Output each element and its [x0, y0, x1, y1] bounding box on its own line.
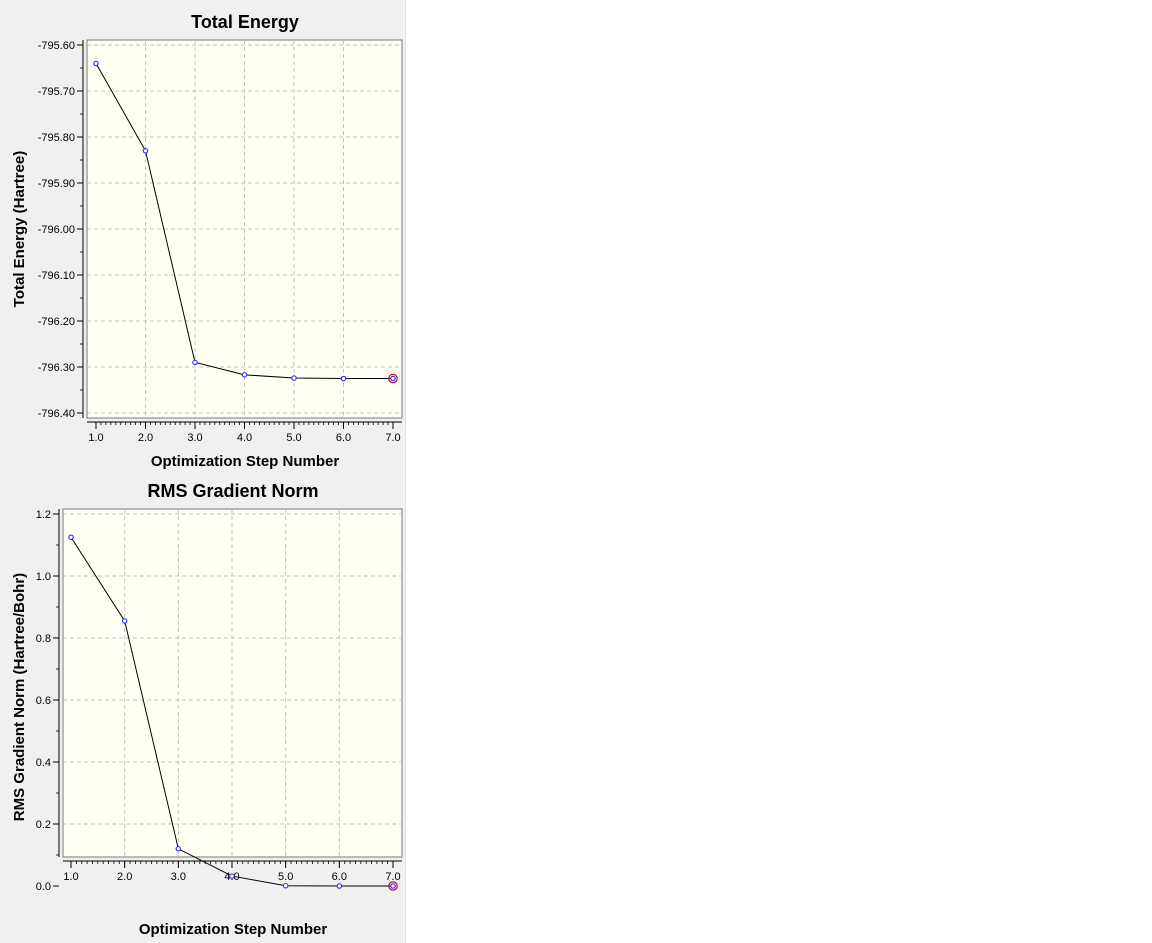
x-tick-label: 2.0: [117, 871, 132, 883]
data-point[interactable]: [192, 359, 198, 366]
y-tick-label: -796.10: [38, 270, 75, 282]
x-tick-label: 7.0: [385, 432, 400, 444]
y-axis-label: Total Energy (Hartree): [11, 151, 28, 307]
current-point-marker[interactable]: [388, 881, 398, 891]
total-energy-chart: Total Energy -795.60 -795.70 -795.80 -795.9…: [11, 12, 403, 470]
series-line: [68, 534, 398, 891]
rms-gradient-chart: RMS Gradient Norm 1.21.00.80.60.40.20.0 …: [11, 481, 403, 938]
y-tick-label: -795.70: [38, 86, 75, 98]
data-point[interactable]: [175, 846, 182, 852]
x-tick-label: 5.0: [286, 432, 301, 444]
y-tick-label: -795.60: [38, 40, 75, 52]
x-tick-label: 6.0: [336, 432, 351, 444]
y-tick-label: -796.00: [38, 224, 75, 236]
x-axis-label: Optimization Step Number: [151, 453, 340, 470]
x-tick-label: 3.0: [187, 432, 202, 444]
y-axis: -795.60 -795.70 -795.80 -795.90 -796.00 -796.…: [38, 40, 84, 420]
x-axis: 1.0 2.0 3.0 4.0 5.0 6.0 7.0: [87, 421, 402, 444]
series-line: [93, 60, 398, 384]
chart-panel: Total Energy -795.60 -795.70 -795.80 -795.9…: [0, 0, 406, 943]
grid-lines: [63, 509, 402, 857]
y-tick-label: 0.4: [36, 757, 51, 769]
y-tick-label: -796.20: [38, 316, 75, 328]
data-point[interactable]: [229, 873, 235, 879]
data-point[interactable]: [121, 618, 128, 624]
y-tick-label: 0.6: [36, 695, 51, 707]
data-point[interactable]: [93, 60, 99, 67]
x-tick-label: 7.0: [385, 871, 400, 883]
y-tick-label: 1.2: [36, 509, 51, 521]
data-point[interactable]: [291, 375, 297, 381]
y-tick-label: -796.30: [38, 362, 75, 374]
data-point[interactable]: [241, 372, 248, 378]
grid-lines: [87, 40, 402, 418]
x-tick-label: 4.0: [237, 432, 252, 444]
x-axis-label: Optimization Step Number: [139, 921, 328, 938]
y-tick-label: -795.90: [38, 178, 75, 190]
data-point[interactable]: [282, 882, 289, 889]
data-point[interactable]: [340, 375, 347, 382]
x-axis: 1.02.03.04.05.06.07.0: [63, 860, 402, 883]
x-tick-label: 3.0: [171, 871, 186, 883]
x-tick-label: 6.0: [332, 871, 347, 883]
data-point[interactable]: [390, 883, 396, 889]
x-tick-label: 1.0: [88, 432, 103, 444]
x-tick-label: 5.0: [278, 871, 293, 883]
x-tick-label: 2.0: [138, 432, 153, 444]
data-point[interactable]: [68, 534, 74, 541]
y-tick-label: 0.8: [36, 633, 51, 645]
y-axis: 1.2 1.0 0.8 0.6 0.4 0.2 0.0: [36, 509, 60, 893]
y-tick-label: -796.40: [38, 408, 75, 420]
y-tick-label: 0.0: [36, 881, 51, 893]
chart-title: Total Energy: [191, 12, 299, 32]
chart-title: RMS Gradient Norm: [147, 481, 318, 501]
data-point[interactable]: [390, 375, 396, 382]
current-point-marker[interactable]: [388, 373, 398, 384]
y-tick-label: 1.0: [36, 571, 51, 583]
data-point[interactable]: [336, 883, 343, 889]
x-tick-label: 1.0: [63, 871, 78, 883]
data-point[interactable]: [142, 148, 149, 154]
y-tick-label: -795.80: [38, 132, 75, 144]
y-tick-label: 0.2: [36, 819, 51, 831]
y-axis-label: RMS Gradient Norm (Hartree/Bohr): [11, 573, 28, 821]
